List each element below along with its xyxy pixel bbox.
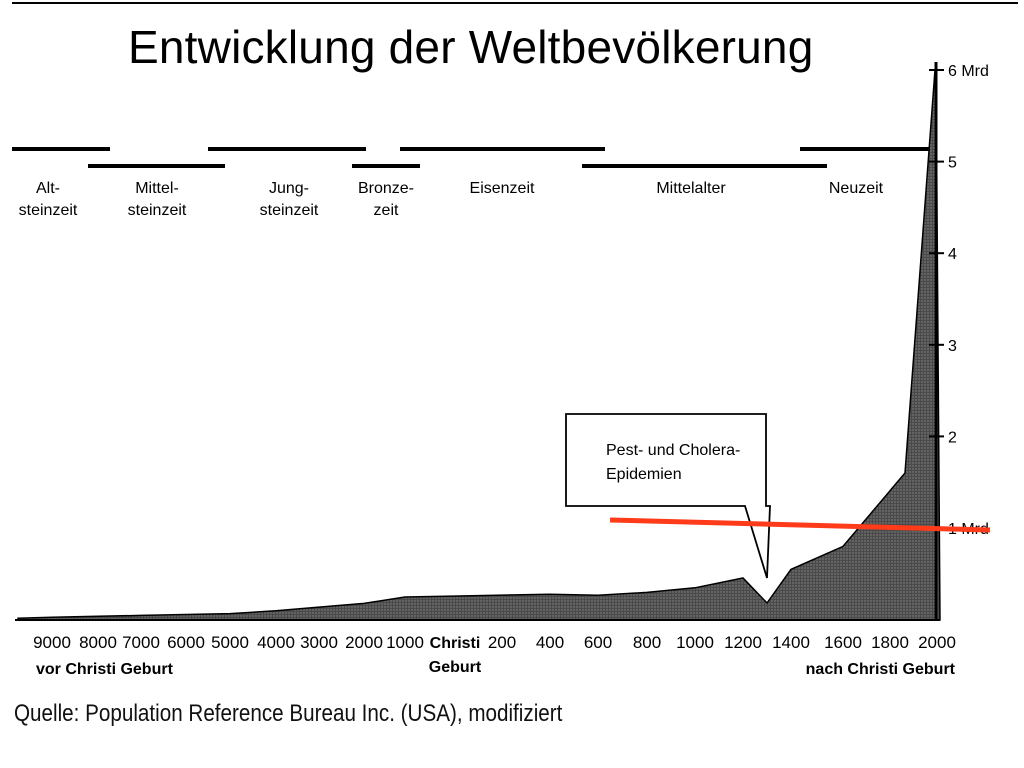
period-label: Jung-steinzeit bbox=[260, 180, 319, 219]
x-tick-label: 1000 bbox=[386, 633, 424, 652]
y-tick-label: 6 Mrd bbox=[948, 63, 989, 80]
era-label-bc: vor Christi Geburt bbox=[36, 661, 174, 678]
x-tick-label: 400 bbox=[536, 633, 564, 652]
x-tick-label: 9000 bbox=[33, 633, 71, 652]
x-tick-label: 5000 bbox=[211, 633, 249, 652]
period-label: Bronze-zeit bbox=[358, 180, 414, 219]
era-label-ad: nach Christi Geburt bbox=[806, 661, 956, 678]
x-tick-label: 600 bbox=[584, 633, 612, 652]
y-tick-label: 2 bbox=[948, 429, 957, 446]
x-tick-label: 8000 bbox=[79, 633, 117, 652]
y-tick-label: 3 bbox=[948, 338, 957, 355]
period-label: Mittel-steinzeit bbox=[128, 180, 187, 219]
x-tick-label: 4000 bbox=[257, 633, 295, 652]
x-tick-label: 1000 bbox=[676, 633, 714, 652]
page-title: Entwicklung der Weltbevölkerung bbox=[128, 21, 814, 73]
population-area bbox=[17, 69, 941, 621]
callout-text: Pest- und Cholera-Epidemien bbox=[606, 442, 740, 483]
period-label: Mittelalter bbox=[656, 180, 726, 197]
x-tick-label: 6000 bbox=[167, 633, 205, 652]
x-tick-label: 1600 bbox=[824, 633, 862, 652]
y-tick-label: 4 bbox=[948, 246, 957, 263]
source-note: Quelle: Population Reference Bureau Inc.… bbox=[14, 700, 563, 727]
x-tick-label: 7000 bbox=[122, 633, 160, 652]
x-tick-label: 200 bbox=[488, 633, 516, 652]
x-tick-label: Christi Geburt bbox=[429, 635, 482, 676]
x-tick-label: 1400 bbox=[772, 633, 810, 652]
x-tick-label: 3000 bbox=[300, 633, 338, 652]
y-tick-label: 5 bbox=[948, 155, 957, 172]
callout-box bbox=[565, 413, 771, 579]
x-tick-label: 2000 bbox=[345, 633, 383, 652]
top-rule bbox=[12, 2, 1018, 4]
period-label: Eisenzeit bbox=[470, 180, 535, 197]
x-tick-label: 800 bbox=[633, 633, 661, 652]
period-label: Alt-steinzeit bbox=[19, 180, 78, 219]
reference-line bbox=[609, 517, 991, 533]
x-tick-label: 1800 bbox=[871, 633, 909, 652]
x-tick-label: 1200 bbox=[724, 633, 762, 652]
period-label: Neuzeit bbox=[829, 180, 884, 197]
x-tick-label: 2000 bbox=[918, 633, 956, 652]
